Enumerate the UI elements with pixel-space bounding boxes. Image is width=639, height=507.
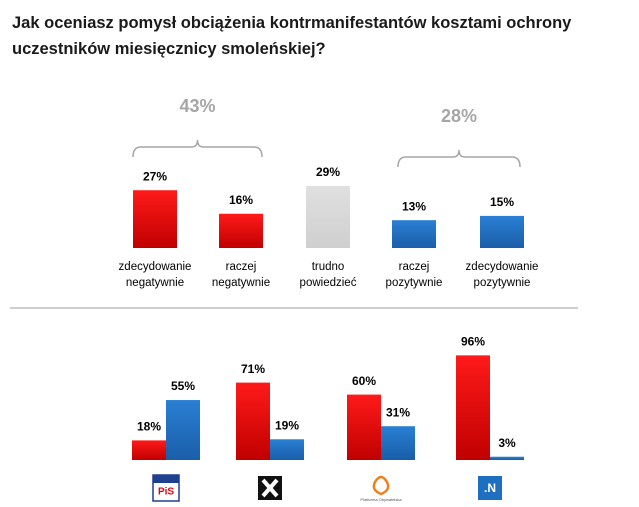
- bracket: [397, 149, 521, 168]
- value-label: 55%: [171, 379, 195, 393]
- value-label: 13%: [402, 199, 426, 213]
- value-label: 3%: [498, 436, 516, 450]
- category-label: trudno: [312, 261, 345, 273]
- category-label: pozytywnie: [386, 277, 443, 289]
- bar: [456, 355, 490, 460]
- bar: [133, 190, 177, 248]
- logo: [372, 475, 390, 496]
- category-label: powiedzieć: [300, 277, 357, 289]
- bar: [132, 440, 166, 460]
- category-label: raczej: [226, 261, 257, 273]
- category-label: zdecydowanie: [119, 261, 192, 273]
- logo: [153, 475, 179, 483]
- bar: [392, 220, 436, 248]
- bar: [219, 213, 263, 248]
- value-label: 71%: [241, 362, 265, 376]
- value-label: 29%: [316, 165, 340, 179]
- bar: [166, 400, 200, 460]
- title: Jak oceniasz pomysł obciążenia kontrmani…: [12, 14, 572, 32]
- logo-text: PiS: [158, 487, 174, 498]
- group-label: 28%: [441, 106, 477, 126]
- value-label: 16%: [229, 193, 253, 207]
- value-label: 15%: [490, 195, 514, 209]
- bar: [306, 185, 350, 248]
- title: uczestników miesięcznicy smoleńskiej?: [12, 40, 326, 58]
- bar: [381, 426, 415, 460]
- logo-text: .N: [484, 481, 496, 495]
- value-label: 60%: [352, 374, 376, 388]
- bar: [490, 456, 524, 460]
- category-label: pozytywnie: [474, 277, 531, 289]
- bar: [270, 439, 304, 460]
- bar: [236, 382, 270, 460]
- bar: [480, 215, 524, 248]
- value-label: 27%: [143, 169, 167, 183]
- category-label: negatywnie: [212, 277, 270, 289]
- value-label: 19%: [275, 418, 299, 432]
- logo: [261, 478, 279, 498]
- category-label: raczej: [399, 261, 430, 273]
- logo-text: Platforma Obywatelska: [360, 497, 402, 502]
- category-label: negatywnie: [126, 277, 184, 289]
- logo: [478, 476, 502, 500]
- bracket: [132, 139, 263, 158]
- category-label: zdecydowanie: [466, 261, 539, 273]
- bar: [347, 394, 381, 460]
- group-label: 43%: [179, 96, 215, 116]
- value-label: 31%: [386, 405, 410, 419]
- value-label: 96%: [461, 335, 485, 349]
- value-label: 18%: [137, 420, 161, 434]
